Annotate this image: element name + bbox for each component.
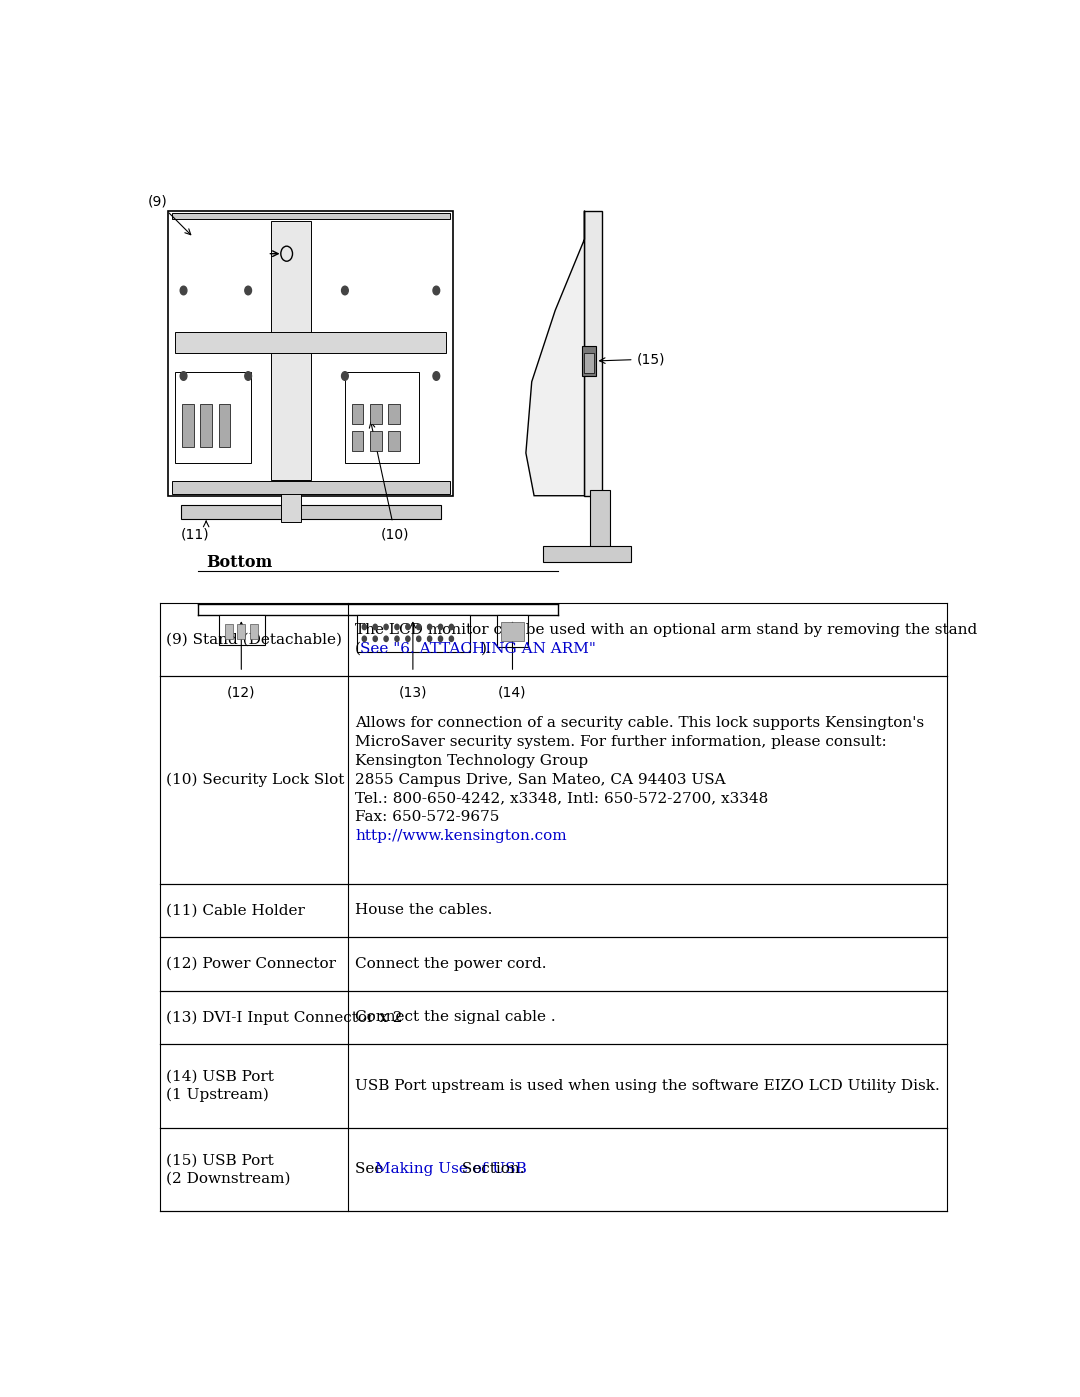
- Text: (11) Cable Holder: (11) Cable Holder: [166, 904, 305, 918]
- Circle shape: [449, 636, 454, 641]
- Text: USB Port upstream is used when using the software EIZO LCD Utility Disk.: USB Port upstream is used when using the…: [355, 1078, 940, 1092]
- Bar: [168, 211, 454, 496]
- Bar: [238, 623, 245, 638]
- Text: (15) USB Port: (15) USB Port: [166, 1153, 273, 1166]
- Circle shape: [245, 372, 252, 380]
- Text: (13) DVI-I Input Connector x 2: (13) DVI-I Input Connector x 2: [166, 1010, 403, 1024]
- Bar: [249, 623, 258, 638]
- Bar: [172, 212, 449, 219]
- Bar: [172, 481, 449, 493]
- Circle shape: [373, 624, 377, 630]
- Bar: [200, 404, 212, 447]
- Bar: [356, 615, 470, 652]
- Bar: [181, 404, 193, 447]
- Bar: [389, 432, 401, 451]
- Text: Kensington Technology Group: Kensington Technology Group: [355, 754, 589, 768]
- Bar: [543, 546, 632, 563]
- Bar: [175, 331, 446, 353]
- Bar: [584, 353, 594, 373]
- Text: House the cables.: House the cables.: [355, 904, 492, 918]
- Bar: [370, 432, 381, 451]
- Circle shape: [384, 636, 388, 641]
- Circle shape: [362, 624, 366, 630]
- Text: (10) Security Lock Slot: (10) Security Lock Slot: [166, 773, 345, 787]
- Text: Bottom: Bottom: [206, 555, 272, 571]
- Bar: [281, 489, 301, 521]
- Circle shape: [341, 372, 348, 380]
- Text: (1 Upstream): (1 Upstream): [166, 1088, 269, 1102]
- Bar: [181, 506, 441, 520]
- Bar: [370, 404, 381, 423]
- Text: Allows for connection of a security cable. This lock supports Kensington's: Allows for connection of a security cabl…: [355, 717, 924, 731]
- Bar: [584, 211, 602, 496]
- Circle shape: [406, 624, 410, 630]
- Bar: [501, 622, 524, 641]
- Text: Connect the signal cable .: Connect the signal cable .: [355, 1010, 556, 1024]
- Circle shape: [395, 636, 400, 641]
- Text: (11): (11): [181, 528, 210, 542]
- Circle shape: [428, 624, 432, 630]
- Text: ).: ).: [482, 641, 492, 657]
- Text: (14) USB Port: (14) USB Port: [166, 1070, 274, 1084]
- Circle shape: [406, 636, 410, 641]
- Bar: [218, 404, 230, 447]
- Text: (15): (15): [599, 352, 665, 366]
- Bar: [352, 432, 363, 451]
- Text: (2 Downstream): (2 Downstream): [166, 1172, 291, 1186]
- Text: (13): (13): [399, 685, 427, 698]
- Text: http://www.kensington.com: http://www.kensington.com: [355, 828, 567, 844]
- Text: Section.: Section.: [457, 1162, 525, 1176]
- Text: 2855 Campus Drive, San Mateo, CA 94403 USA: 2855 Campus Drive, San Mateo, CA 94403 U…: [355, 773, 726, 787]
- Polygon shape: [526, 211, 584, 496]
- Circle shape: [180, 372, 187, 380]
- Bar: [218, 615, 265, 645]
- Text: Making Use of USB: Making Use of USB: [375, 1162, 526, 1176]
- Circle shape: [438, 624, 443, 630]
- Circle shape: [245, 286, 252, 295]
- Bar: [225, 623, 233, 638]
- Circle shape: [362, 636, 366, 641]
- Circle shape: [428, 636, 432, 641]
- Circle shape: [417, 624, 421, 630]
- Circle shape: [341, 286, 348, 295]
- Bar: [271, 222, 311, 479]
- Circle shape: [417, 636, 421, 641]
- Circle shape: [180, 286, 187, 295]
- Circle shape: [384, 624, 388, 630]
- Text: See "6. ATTACHING AN ARM": See "6. ATTACHING AN ARM": [360, 641, 596, 657]
- Circle shape: [438, 636, 443, 641]
- Text: See: See: [355, 1162, 389, 1176]
- Text: (9) Stand (Detachable): (9) Stand (Detachable): [166, 633, 342, 647]
- Bar: [352, 404, 363, 423]
- Bar: [590, 490, 610, 549]
- Bar: [497, 615, 528, 647]
- Circle shape: [395, 624, 400, 630]
- Text: (12) Power Connector: (12) Power Connector: [166, 957, 336, 971]
- Circle shape: [449, 624, 454, 630]
- Text: (10): (10): [381, 528, 409, 542]
- Text: Tel.: 800-650-4242, x3348, Intl: 650-572-2700, x3348: Tel.: 800-650-4242, x3348, Intl: 650-572…: [355, 792, 768, 806]
- Bar: [175, 372, 251, 464]
- Bar: [345, 372, 419, 464]
- Text: The LCD monitor can be used with an optional arm stand by removing the stand: The LCD monitor can be used with an opti…: [355, 623, 977, 637]
- Text: (14): (14): [498, 685, 527, 698]
- Circle shape: [433, 286, 440, 295]
- Bar: [582, 346, 595, 376]
- Circle shape: [373, 636, 377, 641]
- Text: Connect the power cord.: Connect the power cord.: [355, 957, 546, 971]
- Text: (: (: [355, 641, 361, 657]
- Circle shape: [433, 372, 440, 380]
- Text: (9): (9): [148, 194, 191, 235]
- Text: (12): (12): [227, 685, 256, 698]
- Bar: [389, 404, 401, 423]
- Text: Fax: 650-572-9675: Fax: 650-572-9675: [355, 810, 500, 824]
- Text: MicroSaver security system. For further information, please consult:: MicroSaver security system. For further …: [355, 735, 887, 749]
